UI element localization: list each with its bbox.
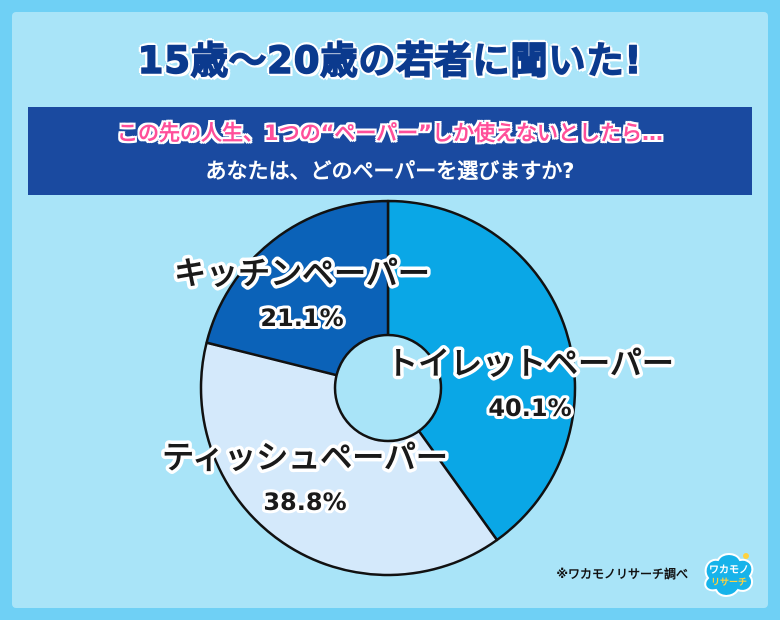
slice-tissue-paper bbox=[199, 341, 499, 577]
source-credit: ※ワカモノリサーチ調べ bbox=[556, 567, 688, 581]
slice-kitchen-paper bbox=[205, 199, 390, 390]
slice-toilet-paper bbox=[386, 199, 577, 542]
value-label: 38.8% bbox=[263, 488, 346, 516]
page-title: 15歳〜20歳の若者に聞いた! bbox=[137, 38, 643, 83]
category-label: ティッシュペーパー bbox=[162, 438, 448, 476]
question-line-1: この先の人生、1つの“ペーパー”しか使えないとしたら… bbox=[116, 121, 663, 145]
question-line-2: あなたは、どのペーパーを選びますか? bbox=[205, 159, 575, 183]
donut-hole bbox=[333, 333, 443, 443]
wakamono-research-logo: ワカモノ リサーチ bbox=[704, 553, 754, 597]
value-label: 21.1% bbox=[260, 304, 343, 332]
category-label: トイレットペーパー bbox=[386, 344, 674, 382]
category-label: キッチンペーパー bbox=[174, 254, 430, 292]
question-banner: この先の人生、1つの“ペーパー”しか使えないとしたら… あなたは、どのペーパーを… bbox=[28, 107, 752, 195]
value-label: 40.1% bbox=[488, 394, 571, 422]
svg-text:ワカモノ: ワカモノ bbox=[709, 564, 749, 576]
svg-text:リサーチ: リサーチ bbox=[711, 577, 747, 588]
